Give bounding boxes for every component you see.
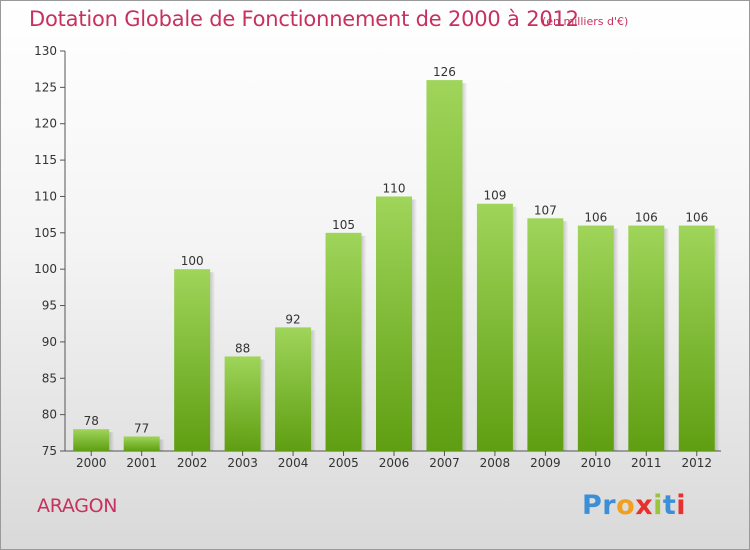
logo-letter: i	[653, 490, 663, 521]
bar	[527, 218, 564, 451]
logo-letter: t	[662, 490, 677, 521]
bar	[628, 225, 665, 451]
bar-value-label: 106	[685, 211, 708, 225]
bar	[376, 196, 412, 451]
bar-value-label: 106	[635, 211, 658, 225]
y-tick-label: 120	[34, 117, 57, 131]
y-tick-label: 125	[34, 80, 57, 94]
y-tick-label: 80	[42, 408, 57, 422]
logo-letter: o	[616, 490, 636, 521]
x-tick-label: 2003	[227, 456, 258, 470]
y-tick-label: 95	[42, 299, 57, 313]
chart-title: Dotation Globale de Fonctionnement de 20…	[29, 7, 579, 31]
bars	[73, 80, 720, 451]
bar-shadow	[260, 359, 266, 451]
bar-value-label: 105	[332, 218, 355, 232]
x-tick-label: 2002	[177, 456, 208, 470]
x-tick-label: 2006	[379, 456, 410, 470]
x-tick-label: 2009	[530, 456, 561, 470]
x-tick-label: 2001	[126, 456, 157, 470]
bar-shadow	[664, 228, 670, 451]
bar	[678, 225, 715, 451]
bar-value-label: 78	[84, 414, 99, 428]
logo-letter: P	[582, 490, 603, 521]
bar-value-label: 92	[285, 312, 300, 326]
bar-value-label: 100	[181, 254, 204, 268]
bar	[174, 269, 211, 451]
bar-shadow	[311, 330, 317, 451]
y-tick-label: 75	[42, 444, 57, 458]
axes: 75 80 85 90 95 100 105 110 115 120 125 130 2000 2001 2…	[34, 44, 721, 470]
bar-value-label: 126	[433, 65, 456, 79]
bar-shadow	[412, 199, 417, 451]
bar	[577, 225, 614, 451]
y-tick-label: 105	[34, 226, 57, 240]
bar	[325, 232, 362, 451]
x-tick-label: 2000	[76, 456, 107, 470]
bar	[426, 80, 463, 451]
y-tick-label: 100	[34, 262, 57, 276]
y-tick-label: 110	[34, 189, 57, 203]
bar	[476, 203, 513, 451]
x-tick-label: 2008	[480, 456, 511, 470]
bar-shadow	[462, 83, 468, 451]
bar-shadow	[361, 235, 367, 451]
y-tick-label: 85	[42, 371, 57, 385]
bar-shadow	[512, 206, 518, 451]
bar-value-label: 88	[235, 341, 250, 355]
bar-value-label: 110	[383, 181, 406, 195]
bar	[123, 436, 160, 451]
bar-value-label: 109	[483, 189, 506, 203]
x-tick-label: 2007	[429, 456, 460, 470]
y-tick-label: 115	[34, 153, 57, 167]
bar-shadow	[210, 272, 216, 451]
x-tick-label: 2011	[631, 456, 662, 470]
bar-value-label: 107	[534, 203, 557, 217]
chart-subtitle: (en milliers d'€)	[542, 15, 629, 28]
bar-shadow	[563, 221, 569, 451]
x-tick-label: 2004	[278, 456, 309, 470]
x-tick-label: 2010	[581, 456, 612, 470]
bar-value-label: 106	[584, 211, 607, 225]
data-labels: 78 77 100 88 92 105 110 126 109 107 106 106 106	[84, 65, 709, 435]
bar	[224, 356, 261, 451]
logo-letter: r	[602, 490, 617, 521]
y-tick-label: 130	[34, 44, 57, 58]
x-tick-label: 2012	[681, 456, 712, 470]
y-tick-label: 90	[42, 335, 57, 349]
bar-shadow	[159, 439, 165, 451]
proxiti-logo: Proxiti	[582, 490, 686, 521]
bar-shadow	[714, 228, 720, 451]
bar-shadow	[613, 228, 619, 451]
bar	[73, 429, 110, 451]
commune-name: ARAGON	[37, 495, 118, 517]
x-tick-label: 2005	[328, 456, 359, 470]
logo-letter: i	[676, 490, 687, 521]
bar-shadow	[109, 432, 115, 451]
bar	[275, 327, 312, 451]
logo-letter: x	[635, 490, 654, 521]
bar-value-label: 77	[134, 421, 149, 435]
